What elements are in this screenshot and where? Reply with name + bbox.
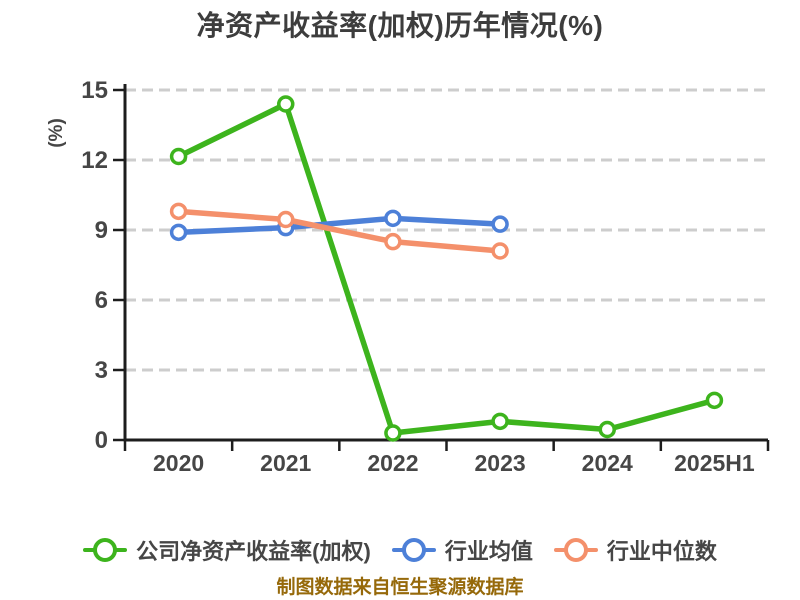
x-tick-label: 2024 <box>582 450 633 476</box>
legend-label-industry-avg: 行业均值 <box>444 539 533 564</box>
data-point-industry_median-2022 <box>384 232 402 251</box>
y-tick-label: 6 <box>95 287 108 314</box>
data-point-company-2024 <box>598 420 616 439</box>
data-point-industry_median-2021 <box>277 210 295 229</box>
x-tick-label: 2022 <box>367 450 418 476</box>
data-point-industry_avg-2020 <box>169 223 188 242</box>
chart-title: 净资产收益率(加权)历年情况(%) <box>196 10 604 41</box>
y-tick-label: 3 <box>95 357 108 384</box>
y-tick-label: 12 <box>81 147 108 174</box>
series-line-industry_median <box>175 208 503 254</box>
y-tick-label: 0 <box>95 427 108 454</box>
legend-marker-industry-median-icon <box>553 537 598 563</box>
x-tick-label: 2020 <box>153 450 204 476</box>
legend-label-company: 公司净资产收益率(加权) <box>136 539 371 564</box>
y-tick-label: 9 <box>95 217 108 244</box>
data-point-company-2020 <box>169 147 188 166</box>
series-line-industry_avg <box>175 215 503 236</box>
series-line-company <box>175 101 718 436</box>
data-point-company-2025H1 <box>705 391 724 410</box>
data-point-industry_median-2023 <box>491 242 509 260</box>
data-point-industry_avg-2022 <box>384 209 402 228</box>
x-tick-label: 2025H1 <box>674 450 755 476</box>
legend-item-industry-avg: 行业均值 <box>391 534 533 566</box>
legend-item-industry-median: 行业中位数 <box>553 534 717 566</box>
x-tick-label: 2021 <box>260 450 311 476</box>
data-source-note: 制图数据来自恒生聚源数据库 <box>276 577 524 598</box>
legend-marker-industry-avg-icon <box>391 537 436 563</box>
data-point-company-2021 <box>277 95 295 113</box>
legend-item-company: 公司净资产收益率(加权) <box>83 534 371 566</box>
y-axis-title: (%) <box>46 118 67 148</box>
y-tick-label: 15 <box>81 77 108 104</box>
chart-legend: 公司净资产收益率(加权) 行业均值 行业中位数 <box>0 534 800 566</box>
data-point-industry_median-2020 <box>169 202 188 221</box>
data-point-company-2022 <box>384 424 402 442</box>
data-point-company-2023 <box>491 412 509 431</box>
legend-marker-company-icon <box>83 537 128 563</box>
legend-label-industry-median: 行业中位数 <box>606 539 717 564</box>
data-point-industry_avg-2023 <box>491 215 509 233</box>
x-tick-label: 2023 <box>474 450 525 476</box>
